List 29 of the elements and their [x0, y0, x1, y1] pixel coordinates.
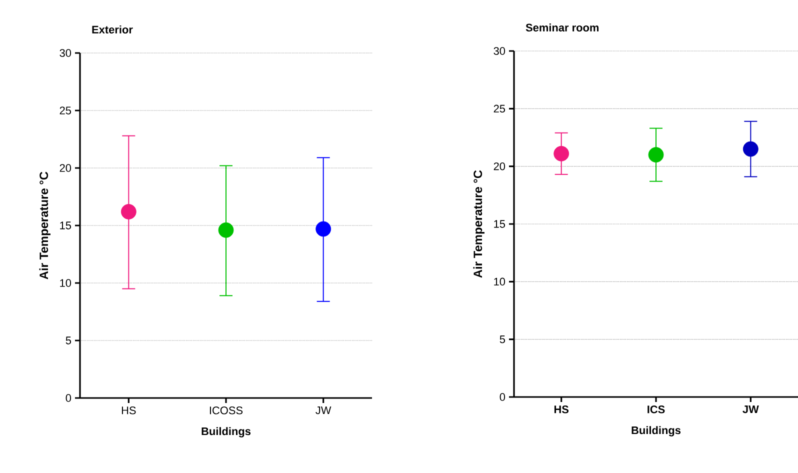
y-tick-label: 10	[494, 278, 506, 286]
x-tick-label: HS	[554, 406, 569, 414]
point	[316, 221, 332, 237]
x-axis-title: Buildings	[202, 427, 251, 438]
x-axis-title: Buildings	[632, 426, 681, 436]
x-tick-label: ICS	[648, 406, 665, 414]
x-tick-label: HS	[122, 406, 136, 414]
x-tick-label: JW	[742, 406, 759, 414]
y-tick-label: 30	[60, 49, 72, 57]
chart-title: Exterior	[92, 25, 133, 34]
x-tick-label: ICOSS	[210, 406, 243, 414]
y-tick-label: 20	[494, 162, 506, 170]
y-tick-label: 25	[494, 104, 506, 113]
y-tick-label: 5	[66, 336, 72, 344]
y-tick-label: 15	[60, 222, 72, 230]
y-tick-label: 20	[60, 164, 72, 172]
y-tick-label: 10	[60, 279, 72, 287]
point	[218, 222, 234, 238]
y-tick-label: 0	[66, 394, 72, 402]
y-tick-label: 0	[500, 393, 506, 401]
chart-title: Seminar room	[526, 23, 599, 32]
y-tick-label: 25	[60, 106, 72, 114]
y-axis-title: Air Temperature °C	[39, 172, 50, 280]
y-tick-label: 5	[500, 336, 506, 344]
point	[120, 204, 136, 220]
y-tick-label: 15	[494, 220, 506, 228]
y-tick-label: 30	[494, 47, 506, 55]
x-tick-label: JW	[316, 406, 332, 414]
y-axis-title: Air Temperature °C	[473, 170, 484, 278]
